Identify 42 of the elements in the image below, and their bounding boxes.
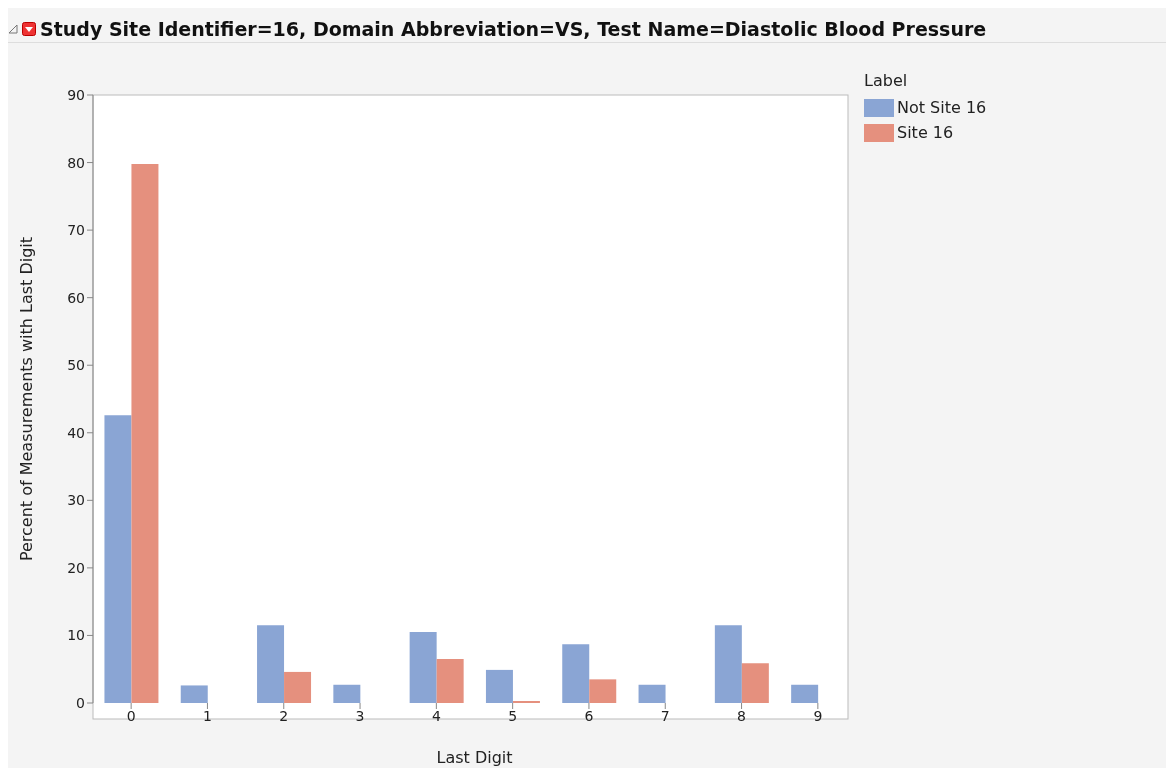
bar [284, 671, 312, 703]
bar [714, 625, 742, 703]
bar [131, 163, 159, 703]
y-tick-label: 10 [67, 627, 85, 644]
x-tick-label: 4 [431, 707, 441, 724]
legend-title: Label [864, 71, 909, 90]
bar [512, 700, 540, 703]
bar [791, 684, 819, 703]
chart-title: Study Site Identifier=16, Domain Abbreviation=VS, Test Name=Diastolic Blood Pressure [40, 18, 987, 40]
y-tick-label: 60 [67, 289, 85, 306]
x-tick-label: 1 [202, 707, 212, 724]
y-tick-label: 30 [67, 492, 85, 509]
y-tick-label: 70 [67, 222, 85, 239]
y-tick-label: 90 [67, 86, 85, 103]
bar [589, 679, 617, 703]
legend-label: Not Site 16 [897, 98, 987, 117]
y-tick-label: 40 [67, 424, 85, 441]
bar [104, 415, 132, 703]
x-tick-label: 0 [126, 707, 136, 724]
x-tick-label: 2 [279, 707, 289, 724]
legend-label: Site 16 [897, 123, 954, 142]
bar [257, 625, 285, 703]
x-tick-label: 5 [508, 707, 518, 724]
y-tick-label: 20 [67, 559, 85, 576]
bar [180, 685, 208, 703]
bar [562, 644, 590, 703]
x-tick-label: 8 [737, 707, 747, 724]
x-tick-label: 3 [355, 707, 365, 724]
bar [436, 659, 464, 703]
x-tick-label: 9 [813, 707, 823, 724]
x-axis-title: Last Digit [436, 748, 513, 767]
y-tick-label: 80 [67, 154, 85, 171]
bar [409, 632, 437, 703]
bar [741, 663, 769, 703]
y-tick-label: 0 [76, 694, 85, 711]
x-tick-label: 7 [660, 707, 670, 724]
bar [333, 684, 361, 703]
x-tick-label: 6 [584, 707, 594, 724]
y-tick-label: 50 [67, 357, 85, 374]
y-axis-title: Percent of Measurements with Last Digit [16, 236, 36, 562]
bar [638, 684, 666, 703]
bar [485, 669, 513, 703]
